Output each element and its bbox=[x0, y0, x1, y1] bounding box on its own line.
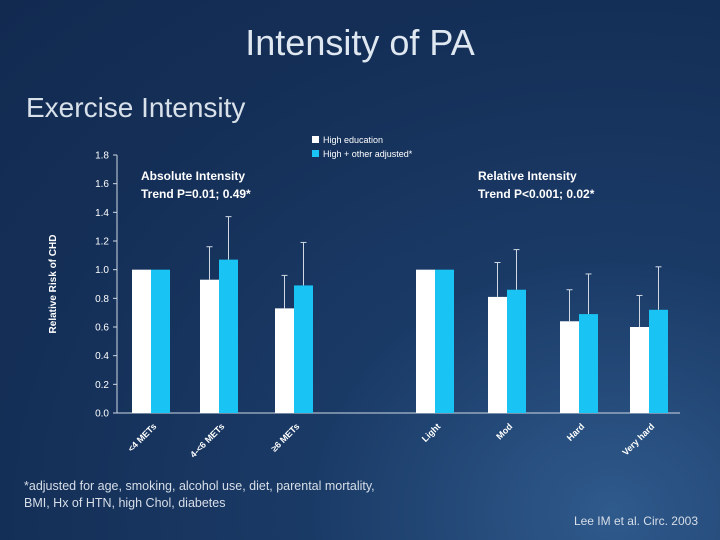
bar bbox=[416, 269, 435, 413]
y-tick-label: 0.0 bbox=[95, 409, 109, 420]
y-tick-label: 1.4 bbox=[95, 208, 109, 219]
x-tick-label: 4-<6 METs bbox=[188, 421, 226, 459]
x-tick-label: Very hard bbox=[620, 421, 656, 457]
x-tick-label: <4 METs bbox=[126, 421, 159, 454]
legend-label: High + other adjusted* bbox=[323, 149, 413, 159]
bar bbox=[435, 269, 454, 413]
y-tick-label: 0.2 bbox=[95, 380, 109, 391]
bar bbox=[579, 314, 598, 413]
y-tick-label: 0.8 bbox=[95, 294, 109, 305]
bar bbox=[294, 285, 313, 413]
x-tick-label: ≥6 METs bbox=[269, 421, 301, 453]
x-tick-label: Hard bbox=[565, 421, 587, 443]
x-tick-label: Mod bbox=[494, 421, 514, 441]
bar bbox=[488, 296, 507, 413]
y-tick-label: 0.6 bbox=[95, 323, 109, 334]
group-annotation-title: Absolute Intensity bbox=[141, 169, 245, 183]
y-tick-label: 1.2 bbox=[95, 237, 109, 248]
group-annotation-title: Relative Intensity bbox=[478, 169, 577, 183]
bar bbox=[132, 269, 151, 413]
x-tick-label: Light bbox=[420, 421, 443, 444]
y-tick-label: 1.8 bbox=[95, 151, 109, 162]
slide-subtitle: Exercise Intensity bbox=[26, 92, 246, 123]
legend-swatch bbox=[312, 136, 319, 143]
group-annotation-trend: Trend P=0.01; 0.49* bbox=[141, 187, 251, 201]
y-tick-label: 0.4 bbox=[95, 351, 109, 362]
bar bbox=[649, 309, 668, 413]
legend-label: High education bbox=[323, 135, 383, 145]
footnote: *adjusted for age, smoking, alcohol use,… bbox=[24, 478, 544, 512]
y-tick-label: 1.0 bbox=[95, 265, 109, 276]
footnote-line-1: *adjusted for age, smoking, alcohol use,… bbox=[24, 479, 375, 493]
footnote-line-2: BMI, Hx of HTN, high Chol, diabetes bbox=[24, 496, 226, 510]
bar bbox=[560, 321, 579, 413]
group-annotation-trend: Trend P<0.001; 0.02* bbox=[478, 187, 595, 201]
y-tick-label: 1.6 bbox=[95, 179, 109, 190]
bar bbox=[151, 269, 170, 413]
slide-title: Intensity of PA bbox=[245, 22, 475, 63]
citation: Lee IM et al. Circ. 2003 bbox=[573, 514, 698, 528]
legend-swatch bbox=[312, 150, 319, 157]
y-axis-label: Relative Risk of CHD bbox=[48, 235, 59, 334]
bar bbox=[507, 289, 526, 413]
bar bbox=[630, 327, 649, 413]
bar bbox=[219, 259, 238, 413]
bar bbox=[200, 279, 219, 413]
bar bbox=[275, 308, 294, 413]
